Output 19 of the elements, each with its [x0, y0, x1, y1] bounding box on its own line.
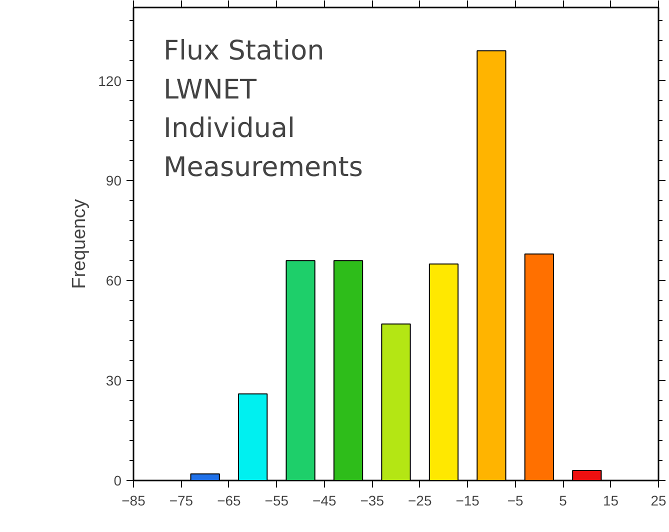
- x-tick-label: −25: [408, 492, 432, 508]
- y-tick-label: 30: [106, 372, 122, 389]
- y-axis-title: Frequency: [69, 198, 90, 289]
- x-tick-label: −5: [507, 492, 524, 508]
- x-tick-label: −55: [264, 492, 289, 508]
- x-tick-label: −45: [312, 492, 336, 508]
- x-tick-label: −75: [169, 492, 194, 508]
- annotation: Flux Station LWNET Individual Measurements: [164, 36, 363, 183]
- y-tick-label: 90: [106, 172, 122, 189]
- y-tick-label: 120: [98, 72, 122, 89]
- x-tick-label: −15: [456, 492, 480, 508]
- x-tick-label: −65: [217, 492, 242, 508]
- x-tick-label: 15: [602, 492, 619, 508]
- x-tick-label: 5: [559, 492, 568, 508]
- y-tick-label: 0: [114, 472, 122, 488]
- x-tick-label: 25: [650, 492, 666, 508]
- y-tick-label: 60: [106, 272, 122, 289]
- x-tick-label: −85: [122, 492, 146, 508]
- x-tick-label: −35: [360, 492, 384, 508]
